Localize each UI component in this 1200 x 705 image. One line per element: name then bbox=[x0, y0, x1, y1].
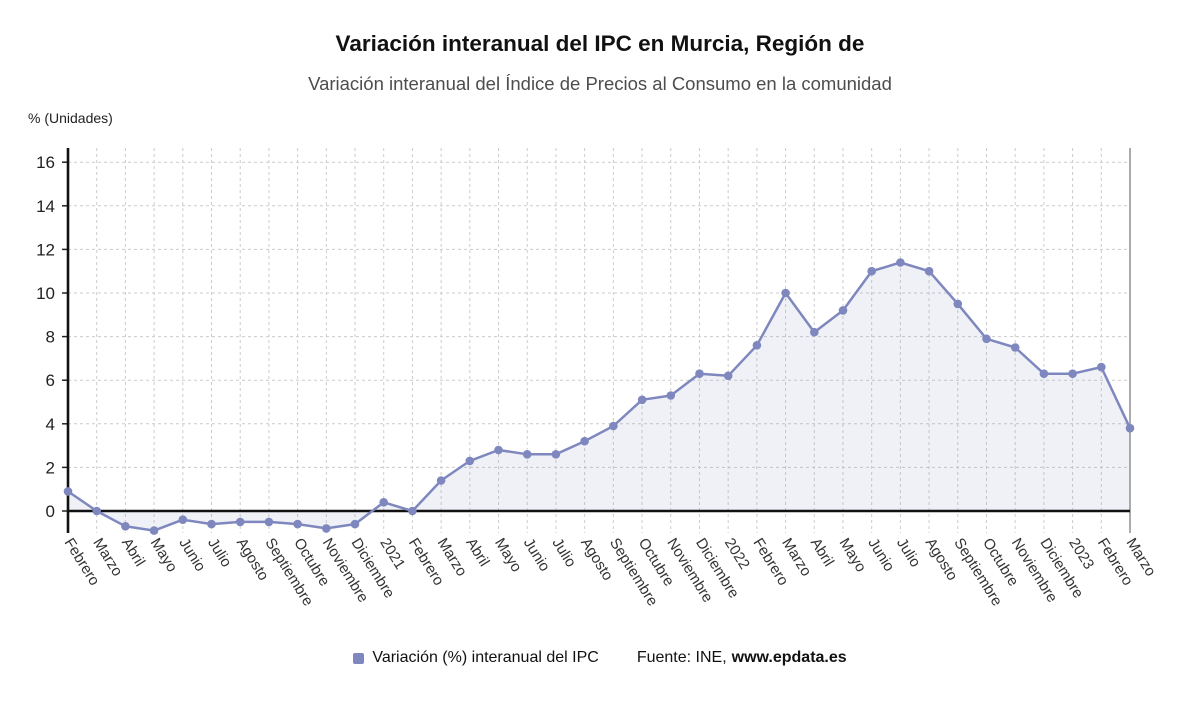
data-point[interactable] bbox=[580, 436, 589, 446]
data-point[interactable] bbox=[350, 519, 360, 529]
y-axis-tick-label: 12 bbox=[36, 240, 55, 259]
data-point[interactable] bbox=[207, 519, 216, 529]
series-line bbox=[66, 261, 1132, 532]
x-axis-label: Mayo bbox=[147, 535, 181, 575]
data-point[interactable] bbox=[408, 506, 417, 516]
data-point[interactable] bbox=[838, 306, 848, 315]
y-axis-tick-label: 4 bbox=[46, 415, 55, 434]
data-point[interactable] bbox=[149, 526, 159, 535]
data-point[interactable] bbox=[522, 450, 532, 459]
source-prefix: Fuente: INE, bbox=[636, 649, 727, 666]
data-point[interactable] bbox=[1010, 343, 1020, 352]
x-axis-label: Junio bbox=[520, 535, 553, 574]
legend: Variación (%) interanual del IPC Fuente:… bbox=[0, 649, 1200, 667]
x-axis-label: Mayo bbox=[836, 535, 870, 575]
data-point[interactable] bbox=[121, 522, 130, 531]
y-axis-tick-label: 0 bbox=[46, 502, 55, 521]
x-axis-label: Mayo bbox=[491, 535, 525, 575]
y-axis-tick-label: 16 bbox=[36, 153, 55, 172]
data-point[interactable] bbox=[551, 450, 561, 459]
data-point[interactable] bbox=[264, 517, 274, 527]
chart-title: Variación interanual del IPC en Murcia, … bbox=[335, 31, 865, 56]
x-axis-label: Junio bbox=[864, 535, 897, 574]
data-point[interactable] bbox=[924, 266, 934, 276]
data-point[interactable] bbox=[379, 498, 389, 507]
data-point[interactable] bbox=[867, 266, 876, 276]
data-point[interactable] bbox=[63, 487, 73, 496]
y-axis-tick-label: 6 bbox=[46, 371, 55, 390]
y-axis-tick-label: 2 bbox=[46, 458, 55, 477]
data-point[interactable] bbox=[609, 421, 618, 431]
data-point[interactable] bbox=[982, 334, 991, 344]
data-point[interactable] bbox=[436, 476, 446, 485]
data-point[interactable] bbox=[178, 515, 188, 524]
data-point[interactable] bbox=[637, 395, 647, 405]
x-axis-label: Junio bbox=[175, 535, 208, 574]
source-site-link[interactable]: www.epdata.es bbox=[731, 649, 847, 666]
data-point[interactable] bbox=[1125, 423, 1135, 433]
series-area-fill bbox=[68, 262, 1130, 531]
data-point[interactable] bbox=[465, 456, 475, 466]
y-axis-tick-label: 14 bbox=[36, 197, 55, 216]
data-point[interactable] bbox=[1068, 369, 1077, 379]
data-point[interactable] bbox=[781, 288, 790, 298]
data-point[interactable] bbox=[293, 519, 302, 529]
data-point[interactable] bbox=[695, 369, 704, 379]
data-point[interactable] bbox=[92, 506, 101, 516]
data-point[interactable] bbox=[1097, 362, 1106, 372]
y-axis-tick-label: 8 bbox=[46, 328, 55, 347]
data-point[interactable] bbox=[235, 517, 245, 527]
data-point[interactable] bbox=[953, 299, 963, 309]
data-point[interactable] bbox=[896, 258, 905, 267]
y-axis-tick-label: 10 bbox=[36, 284, 55, 303]
y-axis-unit-label: % (Unidades) bbox=[28, 110, 113, 126]
data-point[interactable] bbox=[810, 327, 819, 337]
data-point[interactable] bbox=[494, 445, 503, 455]
source-note: Fuente: INE, www.epdata.es bbox=[637, 649, 847, 667]
data-point[interactable] bbox=[1039, 369, 1049, 379]
legend-label: Variación (%) interanual del IPC bbox=[372, 649, 599, 666]
data-point[interactable] bbox=[322, 524, 331, 533]
data-point[interactable] bbox=[723, 371, 733, 381]
chart-subtitle: Variación interanual del Índice de Preci… bbox=[308, 73, 892, 94]
legend-item-ipc[interactable]: Variación (%) interanual del IPC bbox=[353, 649, 599, 667]
legend-swatch-icon bbox=[353, 652, 365, 664]
data-point[interactable] bbox=[752, 341, 762, 350]
data-point[interactable] bbox=[666, 391, 676, 400]
